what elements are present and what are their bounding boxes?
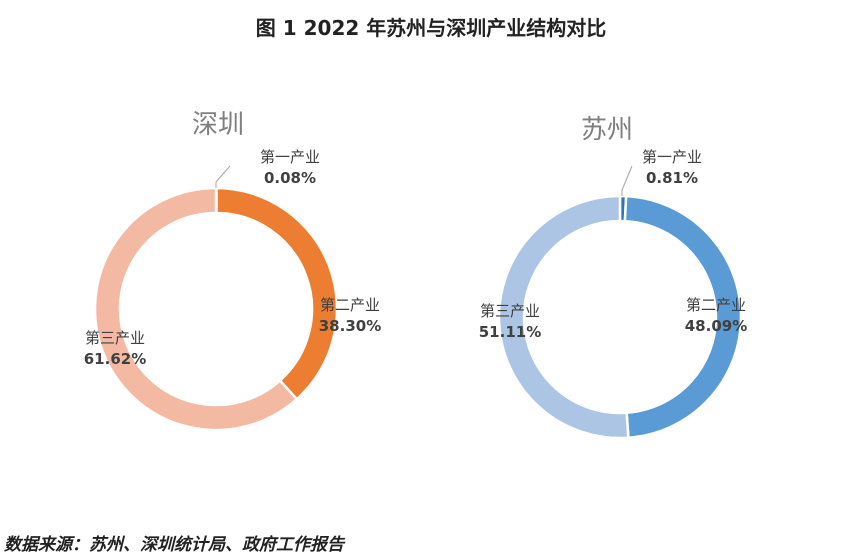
label-value-suzhou-1: 0.81% [646,169,698,187]
label-value-shenzhen-2: 38.30% [319,317,381,335]
leader-line-suzhou [621,165,633,196]
chart-title-shenzhen: 深圳 [192,110,244,140]
slice-shenzhen-3 [93,186,299,432]
label-name-suzhou-1: 第一产业 [642,148,702,166]
label-value-shenzhen-1: 0.08% [264,169,316,187]
label-value-suzhou-3: 51.11% [479,323,541,341]
label-name-shenzhen-2: 第二产业 [320,296,380,314]
label-value-shenzhen-3: 61.62% [84,350,146,368]
leader-line-shenzhen [215,165,231,188]
slice-shenzhen-2 [215,186,339,401]
label-name-shenzhen-1: 第一产业 [260,148,320,166]
label-value-suzhou-2: 48.09% [685,317,747,335]
figure-title: 图 1 2022 年苏州与深圳产业结构对比 [255,16,607,40]
label-name-shenzhen-3: 第三产业 [85,329,145,347]
label-name-suzhou-3: 第三产业 [480,302,540,320]
label-name-suzhou-2: 第二产业 [686,296,746,314]
slice-suzhou-3 [497,194,630,440]
data-source-note: 数据来源：苏州、深圳统计局、政府工作报告 [4,535,344,555]
chart-title-suzhou: 苏州 [581,115,633,145]
